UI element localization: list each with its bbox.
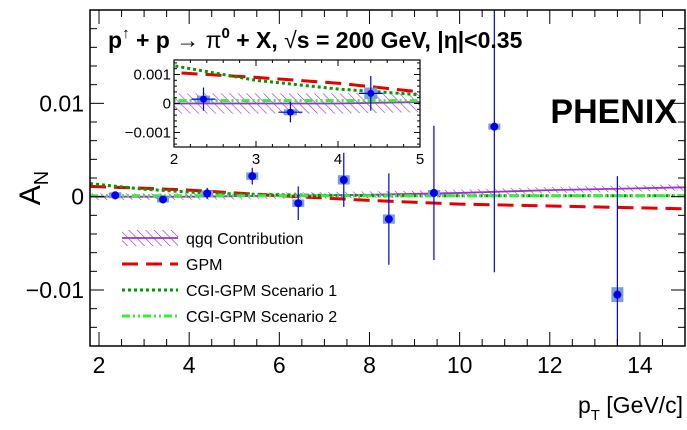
y-tick-label: 0 xyxy=(71,184,84,210)
marker xyxy=(200,95,208,103)
legend-label: qgq Contribution xyxy=(186,231,303,248)
chart-title: p↑ + p → π0 + X, √s = 200 GeV, |η|<0.35 xyxy=(108,25,523,53)
marker xyxy=(613,290,622,299)
legend-item-4: CGI-GPM Scenario 2 xyxy=(122,309,337,326)
inset-axes: 2 3 4 5 −0.001 0 0.001 xyxy=(125,60,424,168)
data-points xyxy=(109,10,624,346)
x-tick-label: 6 xyxy=(273,352,286,378)
marker xyxy=(429,188,438,197)
data-point-3 xyxy=(358,75,383,111)
data-point-6 xyxy=(337,152,350,207)
main-axes: 2 4 6 8 10 12 14 −0.01 0 0.01 xyxy=(26,9,686,378)
data-point-9 xyxy=(488,10,501,273)
data-point-1 xyxy=(191,87,216,111)
data-point-2 xyxy=(278,102,303,123)
data-point-4 xyxy=(246,167,259,185)
inset-plot: 2 3 4 5 −0.001 0 0.001 xyxy=(125,59,424,168)
data-point-2 xyxy=(157,195,170,204)
theory-curves xyxy=(90,182,685,211)
legend-item-3: CGI-GPM Scenario 1 xyxy=(122,283,337,300)
marker xyxy=(159,195,168,204)
x-tick-label: 4 xyxy=(334,151,342,168)
marker xyxy=(339,175,348,184)
legend-label: CGI-GPM Scenario 2 xyxy=(186,309,337,326)
y-tick-label: 0 xyxy=(163,96,171,113)
legend: qgq Contribution GPM CGI-GPM Scenario 1 CGI… xyxy=(122,230,337,326)
marker xyxy=(367,89,375,97)
legend-label: GPM xyxy=(186,257,222,274)
marker xyxy=(294,199,303,208)
marker xyxy=(384,215,393,224)
marker xyxy=(490,122,499,131)
data-point-8 xyxy=(427,125,440,261)
inset-theory-curves xyxy=(174,64,420,114)
data-point-7 xyxy=(382,173,395,265)
x-tick-label: 2 xyxy=(93,352,106,378)
x-tick-label: 12 xyxy=(537,352,563,378)
y-tick-label: 0.01 xyxy=(39,90,84,116)
data-point-1 xyxy=(109,191,122,200)
x-tick-label: 8 xyxy=(363,352,376,378)
data-point-5 xyxy=(292,186,305,220)
legend-item-1: qgq Contribution xyxy=(122,230,303,248)
qgq-curve xyxy=(174,101,420,105)
x-tick-label: 2 xyxy=(170,151,178,168)
legend-label: CGI-GPM Scenario 1 xyxy=(186,283,337,300)
y-tick-label: 0.001 xyxy=(133,67,171,84)
data-point-10 xyxy=(611,176,624,346)
y-tick-label: −0.001 xyxy=(125,125,171,142)
cgi-gpm-scenario-1-curve xyxy=(174,64,420,97)
x-tick-label: 10 xyxy=(447,352,473,378)
marker xyxy=(203,189,212,198)
gpm-curve xyxy=(174,71,420,94)
data-point-3 xyxy=(201,187,214,199)
x-axis-label: pT [GeV/c] xyxy=(578,392,683,424)
y-axis-label: AN xyxy=(14,171,53,205)
marker xyxy=(286,108,294,116)
x-tick-label: 3 xyxy=(252,151,260,168)
x-tick-label: 14 xyxy=(627,352,653,378)
marker xyxy=(111,191,120,200)
x-tick-label: 5 xyxy=(416,151,424,168)
marker xyxy=(248,172,257,181)
legend-item-2: GPM xyxy=(122,257,222,274)
inset-data-points xyxy=(191,75,383,123)
experiment-label: PHENIX xyxy=(550,93,677,131)
y-tick-label: −0.01 xyxy=(26,277,84,303)
x-tick-label: 4 xyxy=(183,352,196,378)
